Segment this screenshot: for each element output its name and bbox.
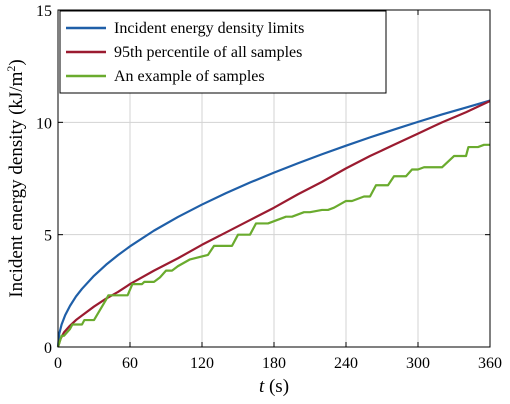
series-line-2 [56,99,491,348]
series-line-1 [56,99,491,348]
legend-label-2: 95th percentile of all samples [114,44,302,61]
y-tick-label: 0 [44,340,52,357]
y-axis-title-main: Incident energy density (kJ/m [6,71,27,297]
y-axis-title-superscript: 2 [4,66,18,72]
tick-labels: 0 60 120 180 240 300 360 0 5 10 15 [36,3,502,372]
x-axis-title: t (s) [259,376,289,397]
x-tick-label: 60 [122,355,138,372]
x-tick-label: 240 [334,355,358,372]
y-tick-label: 10 [36,115,52,132]
x-tick-label: 0 [54,355,62,372]
legend: Incident energy density limits 95th perce… [59,10,387,94]
series-line-3 [56,143,490,348]
legend-box [59,10,387,94]
plot-frame [57,9,491,348]
x-tick-label: 180 [262,355,286,372]
y-axis-title-close: ) [6,59,27,65]
legend-label-1: Incident energy density limits [114,20,304,37]
series-lines [56,99,491,348]
x-tick-label: 300 [406,355,430,372]
y-tick-label: 5 [44,228,52,245]
x-tick-label: 120 [190,355,214,372]
x-axis-variable: t [259,376,265,397]
y-tick-label: 15 [36,3,52,20]
legend-label-3: An example of samples [114,68,265,85]
x-tick-label: 360 [478,355,502,372]
x-axis-unit: (s) [264,376,289,397]
y-axis-title: Incident energy density (kJ/m2) [4,59,27,297]
legend-items: Incident energy density limits 95th perce… [66,20,304,85]
